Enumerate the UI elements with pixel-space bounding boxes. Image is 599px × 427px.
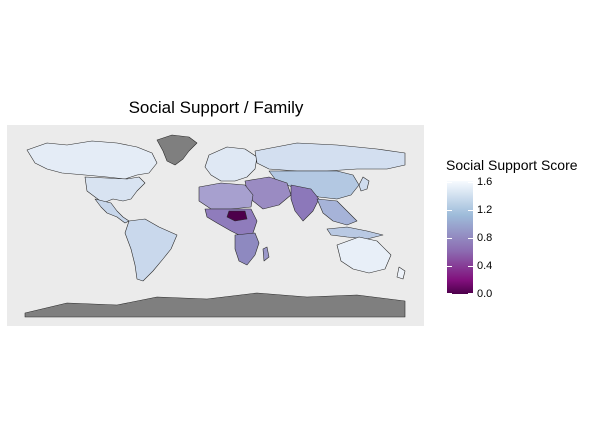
legend-tick-label: 0.0 [477, 288, 493, 300]
region-southeast-asia [316, 198, 358, 226]
region-north-africa [198, 182, 254, 210]
map-panel [7, 125, 424, 326]
region-indonesia [326, 226, 384, 240]
region-south-america [124, 218, 178, 282]
region-australia [336, 236, 392, 274]
region-lowest-score [226, 210, 248, 222]
region-antarctica [24, 292, 406, 318]
legend-tick-label: 1.6 [477, 176, 493, 188]
legend-tick-mark [447, 182, 473, 183]
legend-tick-label: 0.8 [477, 232, 493, 244]
legend-tick-label: 0.4 [477, 260, 493, 272]
region-north-america-north [26, 140, 158, 180]
region-russia [254, 142, 406, 172]
region-usa [84, 176, 146, 204]
region-new-zealand [396, 266, 406, 280]
legend-title: Social Support Score [446, 157, 578, 173]
region-greenland [156, 134, 198, 166]
region-central-america [94, 198, 130, 224]
legend-tick-mark [447, 293, 473, 294]
legend-tick-mark [447, 210, 473, 211]
region-south-asia [290, 184, 320, 222]
region-southern-africa [234, 232, 260, 266]
world-map [24, 134, 406, 318]
legend-tick-mark [447, 238, 473, 239]
region-middle-east [244, 176, 292, 210]
legend-tick-mark [447, 266, 473, 267]
region-japan [358, 176, 370, 192]
map-title: Social Support / Family [128, 98, 304, 117]
region-madagascar [262, 246, 270, 262]
legend-colorbar [447, 181, 473, 294]
legend-tick-label: 1.2 [477, 204, 493, 216]
region-europe [204, 146, 258, 182]
